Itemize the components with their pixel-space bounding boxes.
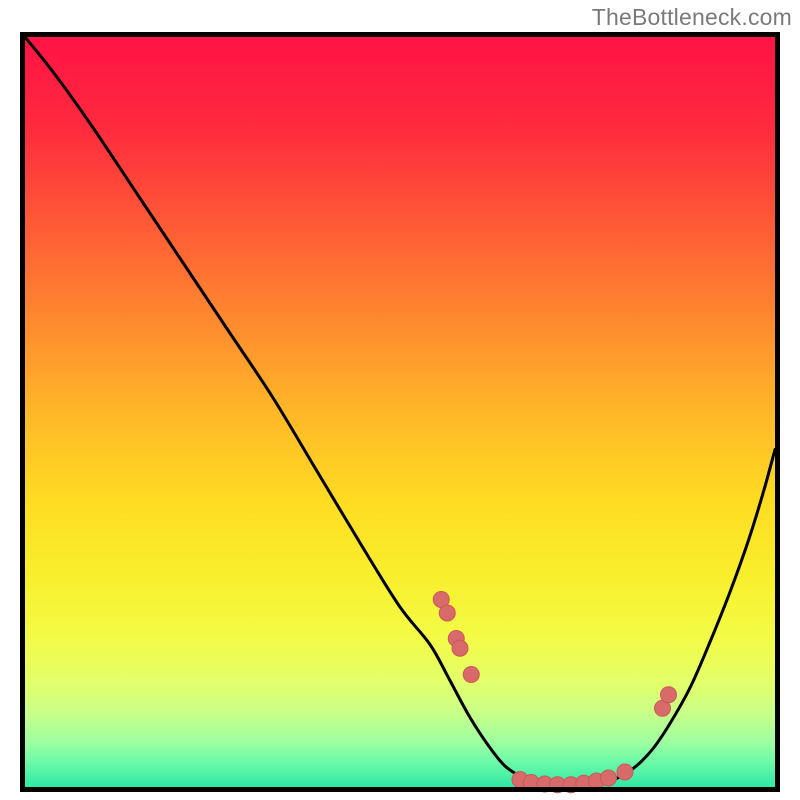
plot-border xyxy=(20,32,780,792)
chart-stage: TheBottleneck.com xyxy=(0,0,800,800)
watermark-text: TheBottleneck.com xyxy=(592,4,792,31)
